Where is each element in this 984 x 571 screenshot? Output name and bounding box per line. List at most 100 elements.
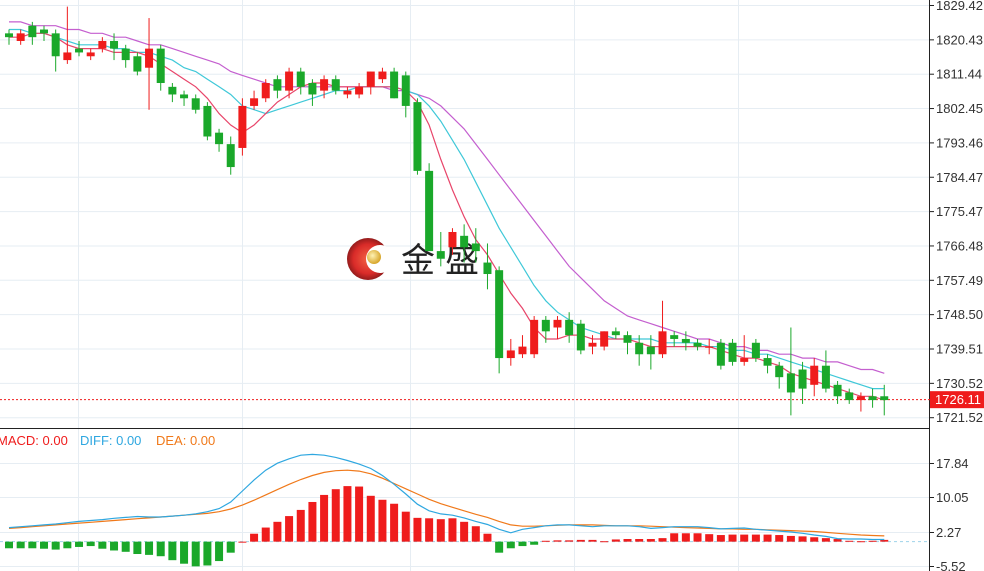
macd-bar xyxy=(810,537,819,542)
candle xyxy=(775,361,784,389)
macd-bar xyxy=(191,541,200,567)
candle xyxy=(168,83,177,103)
candle xyxy=(541,316,550,343)
candle xyxy=(273,75,282,99)
candle-body xyxy=(378,71,387,80)
candle xyxy=(28,21,37,45)
candle xyxy=(16,29,25,45)
candle xyxy=(133,52,142,76)
candle-body xyxy=(518,346,527,355)
candle-body xyxy=(425,170,434,252)
macd-bar xyxy=(716,535,725,542)
candle xyxy=(355,83,364,99)
candle xyxy=(261,79,270,103)
candle-body xyxy=(156,48,165,84)
macd-bar xyxy=(98,541,107,549)
candle-body xyxy=(460,235,469,248)
candle-body xyxy=(285,71,294,91)
macd-bar xyxy=(320,494,329,542)
candle xyxy=(716,338,725,370)
macd-tick-label: 2.27 xyxy=(936,525,961,540)
macd-bar xyxy=(156,541,165,557)
macd-axis: 17.84 10.05 2.27 -5.52 xyxy=(930,456,969,571)
macd-tick-label: 10.05 xyxy=(936,490,969,505)
price-tick-label: 1829.42 xyxy=(936,0,983,13)
candle-body xyxy=(86,52,95,57)
candle xyxy=(693,338,702,351)
macd-bar xyxy=(506,541,515,549)
macd-bar xyxy=(658,538,667,542)
candle xyxy=(51,29,60,72)
macd-bar xyxy=(390,503,399,542)
candle xyxy=(320,75,329,99)
candle-body xyxy=(75,48,84,53)
legend-diff: DIFF: 0.00 xyxy=(80,433,141,448)
candle-body xyxy=(798,369,807,389)
candle-body xyxy=(261,83,270,99)
candle xyxy=(856,392,865,412)
candle xyxy=(728,338,737,366)
watermark-logo-coin xyxy=(367,250,381,264)
macd-bar xyxy=(28,541,37,549)
ma20-line xyxy=(9,21,885,374)
candle xyxy=(635,335,644,366)
legend-dea: DEA: 0.00 xyxy=(156,433,215,448)
candle-body xyxy=(296,71,305,87)
candle-body xyxy=(98,40,107,49)
macd-tick-label: -5.52 xyxy=(936,559,966,571)
candle-body xyxy=(600,331,609,347)
macd-bar xyxy=(436,519,445,542)
candle xyxy=(506,338,515,366)
candle xyxy=(530,316,539,359)
macd-bar xyxy=(460,521,469,542)
candle-body xyxy=(308,83,317,95)
candle-body xyxy=(530,319,539,355)
candle xyxy=(203,102,212,141)
candle xyxy=(156,44,165,91)
candle-body xyxy=(611,331,620,336)
candle-body xyxy=(436,251,445,259)
macd-bar xyxy=(40,541,49,549)
macd-tick-label: 17.84 xyxy=(936,456,969,471)
candle-body xyxy=(751,342,760,359)
candle-body xyxy=(880,396,889,401)
candle xyxy=(75,40,84,57)
candle-body xyxy=(681,338,690,343)
watermark-logo xyxy=(347,238,394,280)
candle-body xyxy=(133,56,142,72)
current-price-label: 1726.11 xyxy=(935,392,981,407)
macd-bar xyxy=(110,541,119,551)
macd-bar xyxy=(705,534,714,542)
candle-body xyxy=(413,102,422,171)
candle-body xyxy=(646,346,655,355)
candle-body xyxy=(471,243,480,252)
candle-body xyxy=(215,132,224,145)
legend-macd: MACD: 0.00 xyxy=(0,433,68,448)
candle xyxy=(226,136,235,175)
candle xyxy=(751,338,760,362)
price-tick-label: 1766.48 xyxy=(936,238,983,253)
candle xyxy=(86,48,95,61)
candle-body xyxy=(343,90,352,95)
candle xyxy=(786,327,795,416)
candle xyxy=(646,335,655,370)
candle-body xyxy=(121,48,130,61)
candle xyxy=(413,98,422,175)
candle-body xyxy=(845,392,854,401)
candle-body xyxy=(320,79,329,91)
watermark-text: 金盛 xyxy=(401,241,489,281)
candle xyxy=(810,358,819,397)
candle xyxy=(821,350,830,393)
candle-body xyxy=(506,350,515,359)
current-price-tag: 1726.11 xyxy=(930,391,984,409)
price-tick-label: 1739.51 xyxy=(936,342,983,357)
candles xyxy=(5,6,889,416)
macd-bar xyxy=(215,541,224,562)
candle xyxy=(215,128,224,152)
macd-bar xyxy=(5,541,13,549)
candle-body xyxy=(693,342,702,347)
candle xyxy=(600,331,609,351)
price-tick-label: 1811.44 xyxy=(936,67,982,82)
diff-line xyxy=(8,453,885,541)
candle-body xyxy=(366,71,375,87)
